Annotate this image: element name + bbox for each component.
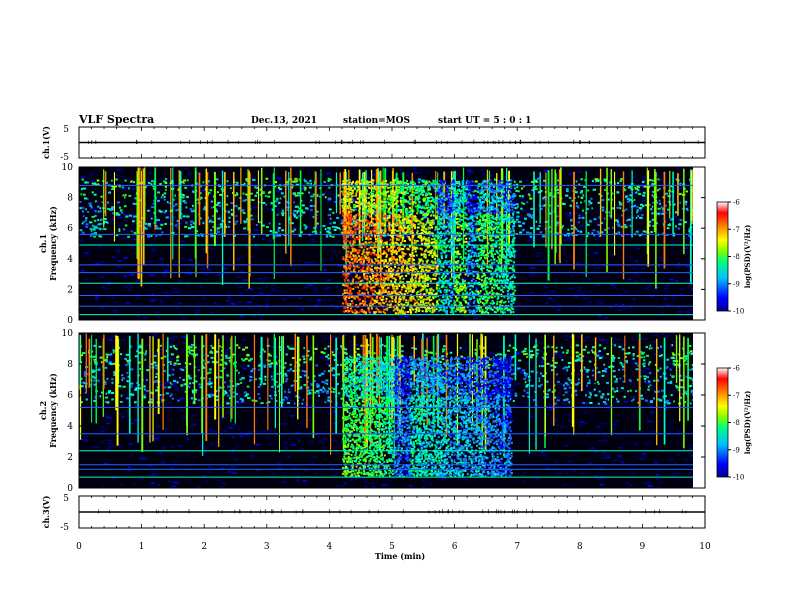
x-tick-label: 6 — [452, 542, 458, 552]
ch1-spectrogram-colorbar-tick: -7 — [733, 226, 740, 234]
ch2-spectrogram-ytick: 10 — [62, 329, 74, 339]
ch3-waveform-ylabel: ch.3(V) — [41, 495, 51, 528]
ch1-spectrogram-ylabel: ch.1Frequency (kHz) — [38, 206, 58, 281]
x-tick-label: 8 — [577, 542, 583, 552]
ch2-spectrogram-ytick: 4 — [67, 422, 73, 432]
ch1-waveform-ytick: 5 — [63, 125, 69, 135]
ch1-spectrogram-colorbar-tick: -10 — [733, 308, 744, 316]
ch2-spectrogram-image — [79, 333, 705, 488]
x-tick-label: 5 — [389, 542, 395, 552]
x-tick-label: 10 — [699, 542, 711, 552]
ch1-spectrogram-ytick: 4 — [67, 255, 73, 265]
x-tick-label: 1 — [139, 542, 145, 552]
ch2-spectrogram-colorbar-label: log(PSD)(V²/Hz) — [743, 391, 752, 455]
ch2-spectrogram-ytick: 0 — [67, 484, 73, 494]
ch2-spectrogram-ylabel: ch.2Frequency (kHz) — [38, 373, 58, 448]
x-tick-label: 9 — [640, 542, 646, 552]
x-tick-label: 3 — [264, 542, 270, 552]
ch1-spectrogram-ytick: 10 — [62, 163, 74, 173]
x-tick-label: 2 — [201, 542, 207, 552]
ch2-spectrogram-ytick: 8 — [67, 360, 73, 370]
ch2-spectrogram-colorbar-tick: -9 — [733, 446, 740, 454]
ch2-spectrogram-colorbar-tick: -6 — [733, 365, 740, 373]
ch2-spectrogram-ytick: 6 — [67, 391, 73, 401]
figure-title: VLF Spectra — [78, 113, 154, 126]
ch3-waveform-ytick: -5 — [60, 523, 69, 533]
ch3-waveform-panel: 5 -5 ch.3(V) — [41, 494, 706, 533]
time-axis: 0 1 2 3 4 5 6 7 8 9 10 — [76, 542, 711, 552]
ch1-waveform-ylabel: ch.1(V) — [41, 126, 51, 159]
ch2-spectrogram-ytick: 2 — [67, 453, 73, 463]
ch2-spectrogram-colorbar — [716, 367, 729, 478]
ch1-spectrogram-colorbar-tick: -6 — [733, 199, 740, 207]
ch1-spectrogram-panel: 0 2 4 6 8 10 ch.1Frequency (kHz) -6 -7 -8 -9 -10 log… — [38, 163, 752, 326]
ch1-spectrogram-colorbar-label: log(PSD)(V²/Hz) — [743, 225, 752, 289]
ch2-spectrogram-colorbar-tick: -10 — [733, 474, 744, 482]
x-tick-label: 0 — [76, 542, 82, 552]
ch1-spectrogram-ytick: 0 — [67, 316, 73, 326]
date-label: Dec.13, 2021 — [251, 116, 317, 126]
ch1-spectrogram-ytick: 8 — [67, 194, 73, 204]
x-tick-label: 4 — [327, 542, 333, 552]
ch1-spectrogram-colorbar — [716, 201, 729, 312]
station-label: station=MOS — [343, 116, 410, 126]
x-tick-label: 7 — [514, 542, 520, 552]
ch3-waveform-ytick: 5 — [63, 494, 69, 504]
ch1-waveform-ytick: -5 — [60, 153, 69, 163]
ch1-spectrogram-colorbar-tick: -9 — [733, 280, 740, 288]
ch1-spectrogram-image — [79, 167, 705, 320]
start-ut-label: start UT = 5 : 0 : 1 — [438, 116, 531, 126]
ch2-spectrogram-colorbar-tick: -7 — [733, 392, 740, 400]
ch2-spectrogram-panel: 0 2 4 6 8 10 ch.2Frequency (kHz) -6 -7 -8 -9 -10 log… — [38, 329, 752, 494]
x-axis-label: Time (min) — [375, 551, 425, 561]
ch1-spectrogram-ytick: 2 — [67, 285, 73, 295]
ch1-spectrogram-ytick: 6 — [67, 224, 73, 234]
ch1-spectrogram-colorbar-tick: -8 — [733, 253, 740, 261]
ch2-spectrogram-colorbar-tick: -8 — [733, 419, 740, 427]
ch1-waveform-panel: 5 -5 ch.1(V) — [41, 125, 706, 163]
